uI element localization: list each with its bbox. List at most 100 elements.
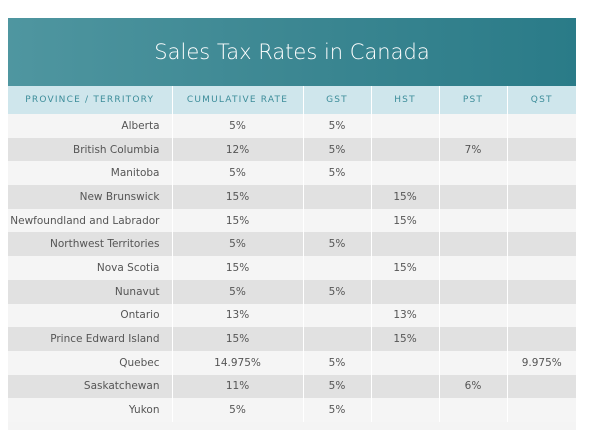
province-cell: Alberta [8,114,172,138]
rate-cell [438,350,507,375]
rate-cell: 15% [171,256,303,280]
table-row: British Columbia 12% 5% 7% [8,137,576,162]
table-row: Nova Scotia 15% 15% [8,256,576,280]
province-cell: Northwest Territories [8,232,172,257]
rate-cell: 12% [171,137,303,162]
rate-cell [506,208,576,233]
province-cell: Newfoundland and Labrador [8,208,172,233]
table-row: Newfoundland and Labrador 15% 15% [8,208,576,233]
rate-cell [438,303,507,328]
rate-cell [302,185,371,209]
rate-cell: 5% [302,374,371,399]
rate-cell: 9.975% [506,350,576,375]
rate-cell [370,279,439,304]
table-row: Ontario 13% 13% [8,303,576,328]
rate-cell [438,161,507,186]
rate-cell: 5% [171,232,303,257]
rate-cell [506,161,576,186]
rate-cell [438,185,507,209]
column-header: PROVINCE / TERRITORY [8,86,172,114]
rate-cell: 5% [302,350,371,375]
column-header: CUMULATIVE RATE [171,86,303,114]
column-header: PST [438,86,507,114]
rate-cell [438,279,507,304]
rate-cell [506,398,576,422]
rate-cell: 15% [171,208,303,233]
rate-cell: 5% [171,279,303,304]
province-cell: British Columbia [8,137,172,162]
rate-cell [506,279,576,304]
rate-cell [438,114,507,138]
rate-cell [506,114,576,138]
rate-cell [506,303,576,328]
rate-cell: 15% [171,185,303,209]
rate-cell: 5% [171,161,303,186]
province-cell: Saskatchewan [8,374,172,399]
rate-cell [370,137,439,162]
province-cell: Manitoba [8,161,172,186]
rate-cell [302,256,371,280]
table-row: Quebec 14.975% 5% 9.975% [8,350,576,375]
table-row: Saskatchewan 11% 5% 6% [8,374,576,399]
table-row: Manitoba 5% 5% [8,161,576,186]
rate-cell [506,327,576,351]
column-header: QST [506,86,576,114]
rate-cell [438,398,507,422]
table-row: Yukon 5% 5% [8,398,576,422]
column-header: GST [302,86,371,114]
table-row: Alberta 5% 5% [8,114,576,138]
rate-cell: 15% [370,208,439,233]
province-cell: Quebec [8,350,172,375]
rate-cell [438,232,507,257]
rate-cell: 5% [171,114,303,138]
table-title: Sales Tax Rates in Canada [8,18,576,86]
province-cell: Nunavut [8,279,172,304]
table-row: Northwest Territories 5% 5% [8,232,576,257]
table-row: Nunavut 5% 5% [8,279,576,304]
province-cell: Nova Scotia [8,256,172,280]
rate-cell [370,232,439,257]
rate-cell: 5% [302,232,371,257]
rate-cell: 13% [171,303,303,328]
rate-cell: 7% [438,137,507,162]
table-body: Alberta 5% 5% British Columbia 12% 5% 7% Manito… [8,114,576,422]
rate-cell [370,161,439,186]
rate-cell: 5% [302,279,371,304]
rate-cell [506,185,576,209]
rate-cell [506,374,576,399]
rate-cell: 15% [370,256,439,280]
rate-cell: 5% [171,398,303,422]
rate-cell: 11% [171,374,303,399]
rate-cell: 5% [302,398,371,422]
rate-cell: 15% [370,327,439,351]
rate-cell [506,137,576,162]
rate-cell [506,232,576,257]
tax-table-card: Sales Tax Rates in Canada PROVINCE / TER… [8,18,576,430]
tax-table: PROVINCE / TERRITORY CUMULATIVE RATE GST HS… [8,86,576,422]
rate-cell: 5% [302,114,371,138]
table-row: Prince Edward Island 15% 15% [8,327,576,351]
rate-cell: 5% [302,161,371,186]
rate-cell [438,327,507,351]
province-cell: Prince Edward Island [8,327,172,351]
column-header: HST [370,86,439,114]
rate-cell [506,256,576,280]
rate-cell [438,208,507,233]
rate-cell: 15% [171,327,303,351]
rate-cell: 5% [302,137,371,162]
table-row: New Brunswick 15% 15% [8,185,576,209]
rate-cell [302,303,371,328]
rate-cell [370,374,439,399]
rate-cell [370,350,439,375]
rate-cell: 6% [438,374,507,399]
province-cell: New Brunswick [8,185,172,209]
header-row: PROVINCE / TERRITORY CUMULATIVE RATE GST HS… [8,86,576,114]
province-cell: Yukon [8,398,172,422]
rate-cell [302,208,371,233]
rate-cell [370,398,439,422]
rate-cell [370,114,439,138]
rate-cell [438,256,507,280]
rate-cell: 14.975% [171,350,303,375]
rate-cell: 15% [370,185,439,209]
